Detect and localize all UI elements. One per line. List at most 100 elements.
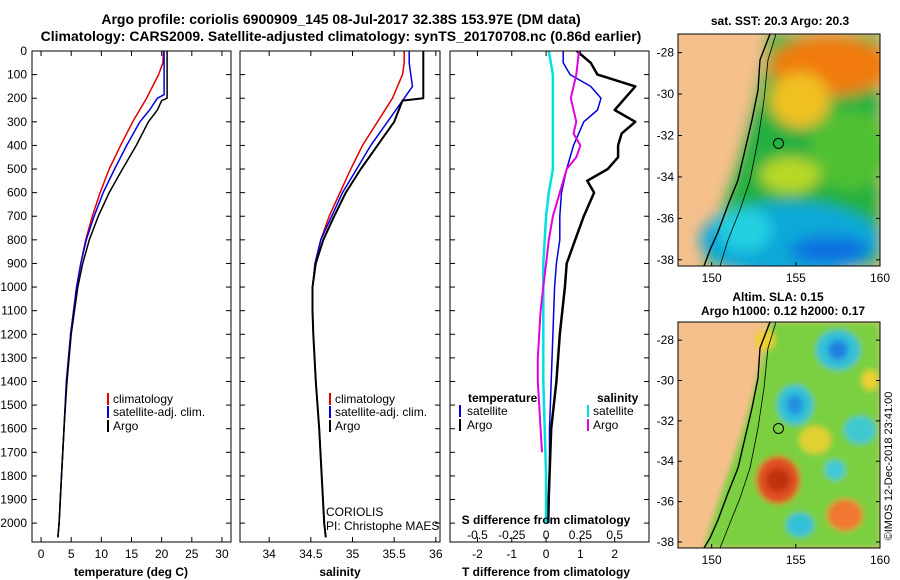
y-tick-label: 2000 (0, 516, 27, 530)
temperature-x-label: temperature (deg C) (74, 565, 188, 579)
y-tick-label: 100 (7, 68, 27, 82)
x-tick-label: 30 (215, 547, 229, 561)
sst-map-image (678, 34, 880, 266)
annotation-pi: PI: Christophe MAES (326, 519, 439, 533)
sla-map-image (678, 322, 880, 548)
map-y-tick-label: -32 (657, 129, 675, 143)
sla-map-frame (677, 321, 881, 549)
map-x-tick-label: 150 (702, 553, 722, 567)
temperature-y-ticks: 0 100 200 300 400 500 600 700 800 900 1000 1100 1200… (0, 44, 231, 530)
temperature-legend: climatology satellite-adj. clim. Argo (107, 392, 205, 433)
coastline (703, 34, 771, 266)
salinity-y-tickmarks (240, 50, 440, 524)
temperature-x-ticks: 0 5 10 15 20 25 30 (38, 51, 229, 561)
salinity-axes-frame (239, 50, 441, 543)
x2-tick-label: 0.25 (569, 528, 593, 542)
y-tick-label: 1400 (0, 374, 27, 388)
s-difference-x-label: S difference from climatology (462, 513, 631, 527)
x2-tick-label: -0.5 (467, 528, 488, 542)
x2-tick-label: 0.5 (606, 528, 623, 542)
y-tick-label: 900 (7, 256, 27, 270)
sst-field (700, 34, 880, 266)
figure-title-line2: Climatology: CARS2009. Satellite-adjuste… (41, 28, 642, 44)
temperature-series (57, 51, 168, 538)
figure-title-line1: Argo profile: coriolis 6900909_145 08-Ju… (101, 11, 580, 27)
map-y-tick-label: -38 (657, 253, 675, 267)
x-tick-label: 10 (95, 547, 109, 561)
salinity-series (311, 51, 425, 538)
map-y-tick-label: -30 (657, 374, 675, 388)
legend-label-s-argo: Argo (593, 418, 619, 432)
x-tick-label: 5 (68, 547, 75, 561)
legend-title-temperature: temperature (468, 391, 538, 405)
x-tick-label: 15 (125, 547, 139, 561)
legend-title-salinity: salinity (597, 391, 639, 405)
x-tick-label: -2 (472, 547, 483, 561)
sla-map-title-line1: Altim. SLA: 0.15 (732, 290, 824, 304)
map-y-tick-label: -28 (657, 46, 675, 60)
x-tick-label: 0 (38, 547, 45, 561)
x-tick-label: 36 (429, 547, 443, 561)
map-x-tick-label: 155 (786, 271, 806, 285)
salinity-legend: climatology satellite-adj. clim. Argo (329, 392, 427, 433)
legend-label-climatology: climatology (113, 392, 173, 406)
legend-label-argo: Argo (113, 419, 139, 433)
series-line-temperature-argo (546, 51, 637, 524)
sla-map-ticks: 150 155 160 -28 -30 -32 -34 -36 -38 (657, 333, 891, 567)
legend-label-t-argo: Argo (467, 418, 493, 432)
x-tick-label: 0 (543, 547, 550, 561)
y-tick-label: 1100 (1, 304, 27, 318)
x-tick-label: 2 (611, 547, 618, 561)
x-tick-label: -1 (506, 547, 517, 561)
y-tick-label: 1200 (0, 327, 27, 341)
y-tick-label: 1300 (0, 351, 27, 365)
y-tick-label: 1700 (0, 445, 27, 459)
map-x-tick-label: 160 (870, 271, 890, 285)
y-tick-label: 800 (7, 233, 27, 247)
argo-location-marker (773, 423, 784, 434)
sst-map-frame (677, 33, 881, 267)
y-tick-label: 400 (7, 138, 27, 152)
shelf-contour (719, 322, 777, 548)
s-difference-x-ticks: -0.5 -0.25 0 0.25 0.5 (467, 528, 623, 542)
temperature-diff-legend: temperature satellite Argo (459, 391, 538, 432)
sst-map-ticks: 150 155 160 -28 -30 -32 -34 -36 -38 (657, 46, 891, 285)
salinity-panel: 34 34.5 35 35.5 36 salinity climatology sate… (239, 50, 443, 579)
x-tick-label: 20 (155, 547, 169, 561)
legend-label-satellite: satellite-adj. clim. (335, 405, 427, 419)
map-x-tick-label: 155 (786, 553, 806, 567)
t-difference-x-label: T difference from climatology (462, 565, 630, 579)
sst-map: sat. SST: 20.3 Argo: 20.3 150 155 160 -28 -3… (657, 14, 891, 285)
sla-map: Altim. SLA: 0.15 Argo h1000: 0.12 h2000:… (657, 290, 891, 567)
coastline (703, 322, 771, 548)
annotation-coriolis: CORIOLIS (326, 505, 383, 519)
y-tick-label: 0 (20, 44, 27, 58)
y-tick-label: 200 (7, 91, 27, 105)
x2-tick-label: -0.25 (498, 528, 526, 542)
salinity-diff-legend: salinity satellite Argo (587, 391, 639, 432)
salinity-x-label: salinity (319, 565, 361, 579)
series-line-salinity-argo (536, 51, 582, 453)
map-y-tick-label: -28 (657, 333, 675, 347)
argo-location-marker (773, 137, 784, 149)
y-tick-label: 600 (7, 186, 27, 200)
y-tick-label: 500 (7, 162, 27, 176)
series-line-climatology (311, 51, 405, 538)
series-line-satellite-adj-clim- (311, 51, 414, 538)
map-y-tick-label: -34 (657, 170, 675, 184)
x-tick-label: 25 (185, 547, 199, 561)
x-tick-label: 34.5 (299, 547, 323, 561)
x-tick-label: 35 (346, 547, 360, 561)
shelf-contour (719, 34, 777, 266)
legend-label-argo: Argo (335, 419, 361, 433)
legend-label-satellite: satellite-adj. clim. (113, 405, 205, 419)
map-y-tick-label: -32 (657, 414, 675, 428)
series-line-argo (57, 51, 168, 538)
y-tick-label: 300 (7, 115, 27, 129)
difference-panel: -2 -1 0 1 2 -0.5 -0.25 0 0.25 0.5 T difference f… (449, 50, 650, 579)
x-tick-label: 1 (577, 547, 584, 561)
map-x-tick-label: 150 (702, 271, 722, 285)
x-tick-label: 34 (262, 547, 276, 561)
sla-map-title-line2: Argo h1000: 0.12 h2000: 0.17 (701, 304, 865, 318)
